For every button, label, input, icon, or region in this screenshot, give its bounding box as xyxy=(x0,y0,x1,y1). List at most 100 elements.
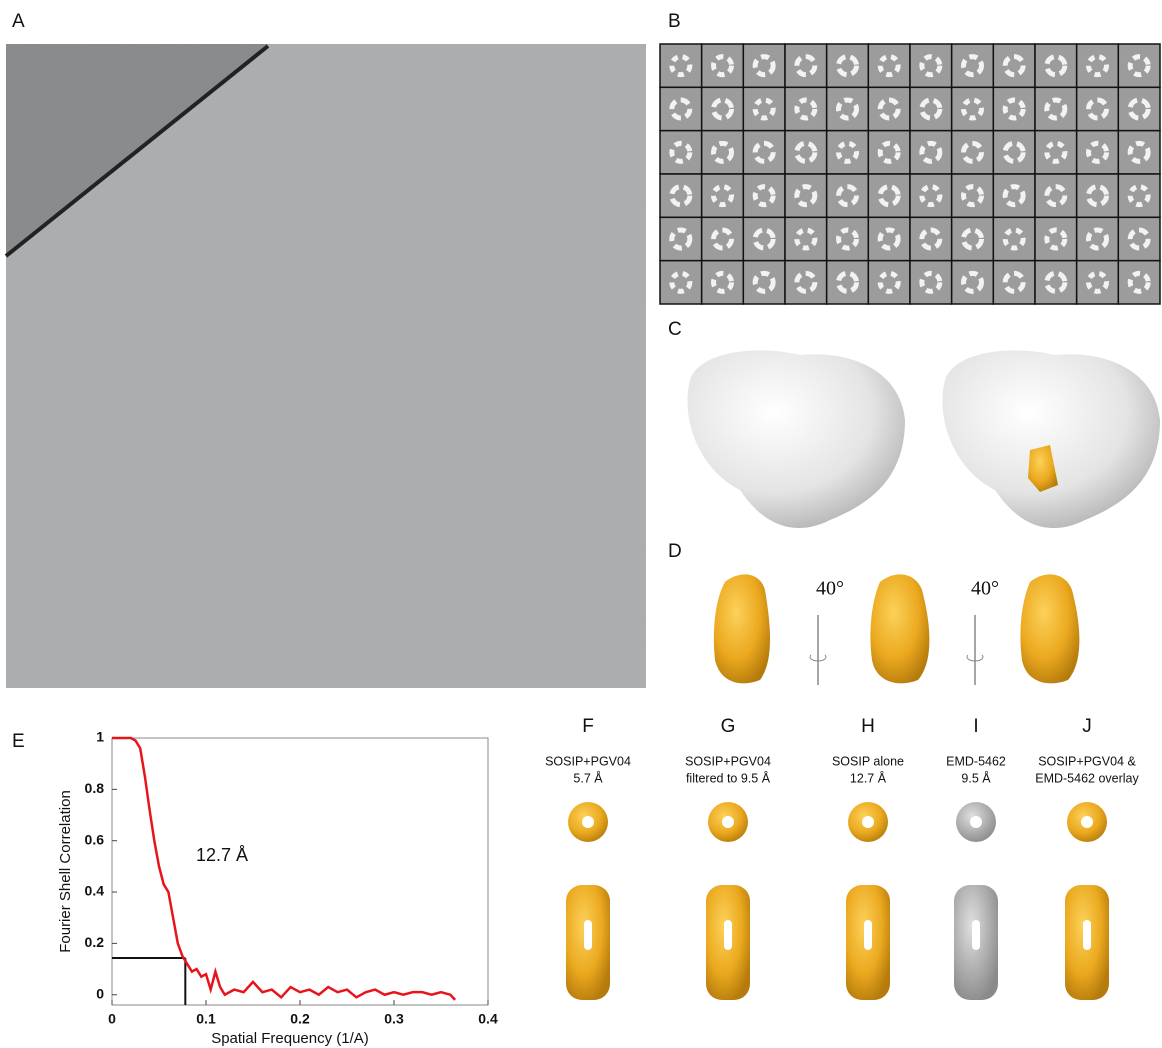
column-label: G xyxy=(721,716,736,737)
class-average xyxy=(993,174,1035,217)
class-average xyxy=(952,131,994,174)
class-average xyxy=(743,261,785,304)
class-average xyxy=(1118,174,1160,217)
y-tick-label: 0.4 xyxy=(85,883,105,899)
column-label: J xyxy=(1082,716,1092,737)
class-average xyxy=(1118,217,1160,260)
class-average xyxy=(1077,261,1119,304)
class-average xyxy=(827,131,869,174)
class-average xyxy=(1077,44,1119,87)
class-average xyxy=(785,131,827,174)
column-caption: EMD-5462 xyxy=(946,754,1006,768)
y-tick-label: 1 xyxy=(96,729,104,745)
column-caption: 5.7 Å xyxy=(573,770,603,785)
class-average xyxy=(952,261,994,304)
top-view-hole xyxy=(862,816,874,828)
class-average xyxy=(743,174,785,217)
top-view-hole xyxy=(1081,816,1093,828)
class-average xyxy=(827,44,869,87)
class-average xyxy=(868,131,910,174)
plot-frame xyxy=(112,738,488,1005)
class-average xyxy=(952,87,994,130)
class-average xyxy=(1035,131,1077,174)
y-axis-label: Fourier Shell Correlation xyxy=(57,790,74,953)
class-average xyxy=(785,217,827,260)
class-average xyxy=(827,87,869,130)
column-caption: filtered to 9.5 Å xyxy=(686,770,771,785)
top-view-hole xyxy=(722,816,734,828)
class-average xyxy=(743,217,785,260)
panel-label: E xyxy=(12,731,25,752)
class-average xyxy=(785,87,827,130)
column-caption: SOSIP+PGV04 & xyxy=(1038,754,1136,768)
class-average xyxy=(952,44,994,87)
class-average xyxy=(1035,261,1077,304)
panel-label: C xyxy=(668,319,682,340)
column-label: I xyxy=(973,716,978,737)
class-average xyxy=(660,44,702,87)
class-average xyxy=(1077,174,1119,217)
panel-label: A xyxy=(12,11,25,32)
class-average xyxy=(827,217,869,260)
density-map xyxy=(942,350,1160,528)
class-average xyxy=(952,217,994,260)
class-average xyxy=(868,174,910,217)
class-average xyxy=(660,87,702,130)
class-average xyxy=(1077,87,1119,130)
x-axis-label: Spatial Frequency (1/A) xyxy=(211,1030,369,1047)
panel-label: D xyxy=(668,541,682,562)
class-average xyxy=(702,261,744,304)
fsc-line xyxy=(112,738,455,1000)
annotation: 12.7 Å xyxy=(196,845,248,865)
x-tick-label: 0.4 xyxy=(478,1011,498,1027)
class-average xyxy=(660,131,702,174)
class-average xyxy=(743,44,785,87)
density-map xyxy=(870,574,929,683)
class-average xyxy=(785,261,827,304)
class-average xyxy=(827,174,869,217)
column-caption: 9.5 Å xyxy=(961,770,991,785)
class-average xyxy=(702,87,744,130)
y-tick-label: 0 xyxy=(96,985,104,1001)
class-average xyxy=(868,217,910,260)
x-tick-label: 0 xyxy=(108,1011,116,1027)
side-view-hole xyxy=(1083,920,1091,950)
x-tick-label: 0.2 xyxy=(290,1011,310,1027)
y-tick-label: 0.8 xyxy=(85,780,105,796)
x-tick-label: 0.1 xyxy=(196,1011,216,1027)
class-average xyxy=(660,261,702,304)
density-map xyxy=(1020,574,1079,683)
class-average xyxy=(743,87,785,130)
class-average xyxy=(868,44,910,87)
y-tick-label: 0.6 xyxy=(85,831,105,847)
class-average xyxy=(993,131,1035,174)
column-caption: SOSIP+PGV04 xyxy=(685,754,771,768)
class-average xyxy=(952,174,994,217)
rotation-label: 40° xyxy=(816,578,844,600)
class-average xyxy=(1118,131,1160,174)
class-average xyxy=(1035,217,1077,260)
panel-label: B xyxy=(668,11,681,32)
class-average xyxy=(1077,217,1119,260)
top-view-hole xyxy=(582,816,594,828)
side-view-hole xyxy=(724,920,732,950)
class-average xyxy=(1035,44,1077,87)
y-tick-label: 0.2 xyxy=(85,934,105,950)
class-average xyxy=(1035,87,1077,130)
class-average xyxy=(785,174,827,217)
class-average xyxy=(993,87,1035,130)
class-average xyxy=(1077,131,1119,174)
class-average xyxy=(910,261,952,304)
class-average xyxy=(993,217,1035,260)
class-average xyxy=(910,217,952,260)
class-average xyxy=(993,261,1035,304)
class-average xyxy=(868,261,910,304)
x-tick-label: 0.3 xyxy=(384,1011,404,1027)
column-label: F xyxy=(582,716,594,737)
class-average xyxy=(702,44,744,87)
column-caption: EMD-5462 overlay xyxy=(1035,771,1139,785)
rotation-label: 40° xyxy=(971,578,999,600)
class-average xyxy=(785,44,827,87)
class-average xyxy=(1118,261,1160,304)
density-map xyxy=(714,574,770,683)
